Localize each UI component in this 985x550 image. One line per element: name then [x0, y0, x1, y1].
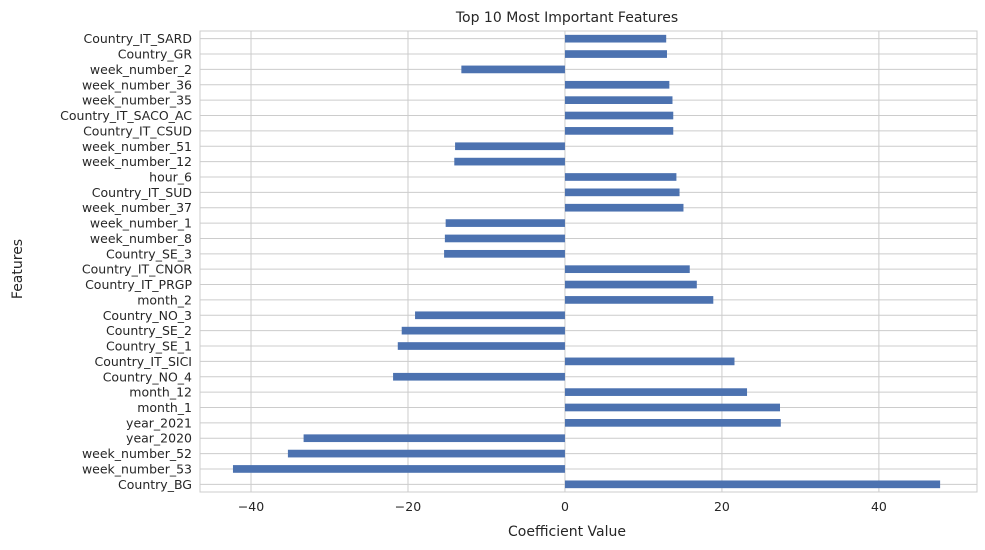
bar	[287, 449, 565, 458]
bar	[564, 388, 748, 396]
x-tick-label: −40	[238, 499, 264, 514]
y-tick-label: month_2	[137, 292, 192, 307]
y-tick-label: year_2020	[126, 431, 192, 446]
y-tick-labels: Country_BGweek_number_53week_number_52ye…	[60, 31, 192, 492]
bar	[444, 249, 565, 258]
bar	[445, 219, 565, 227]
x-tick-label: 20	[714, 499, 730, 514]
x-tick-label: 40	[871, 499, 887, 514]
bar	[564, 480, 941, 489]
y-tick-label: Country_IT_PRGP	[85, 277, 192, 292]
bar	[564, 50, 667, 58]
bar	[564, 127, 674, 135]
y-tick-label: Country_IT_SUD	[92, 185, 192, 200]
y-tick-label: week_number_36	[82, 77, 192, 92]
y-tick-label: week_number_53	[82, 461, 192, 476]
y-tick-label: week_number_12	[82, 154, 192, 169]
y-axis-title: Features	[10, 239, 26, 299]
bar	[564, 280, 697, 289]
y-tick-label: Country_BG	[118, 477, 192, 492]
y-tick-label: Country_IT_SICI	[94, 354, 192, 369]
y-tick-label: Country_IT_CNOR	[82, 262, 192, 277]
x-tick-label: 0	[561, 499, 569, 514]
y-tick-label: Country_SE_1	[106, 339, 192, 354]
y-tick-label: week_number_2	[90, 62, 192, 77]
y-tick-label: year_2021	[126, 415, 192, 430]
bar	[564, 265, 690, 274]
bar	[393, 372, 565, 381]
x-axis-title: Coefficient Value	[508, 524, 626, 540]
y-tick-label: Country_GR	[118, 47, 193, 62]
y-tick-label: Country_IT_CSUD	[83, 123, 192, 138]
y-tick-label: Country_NO_4	[103, 369, 192, 384]
y-tick-label: month_12	[129, 385, 192, 400]
bar	[401, 326, 565, 335]
bar	[564, 96, 673, 104]
bar	[454, 157, 565, 166]
y-tick-label: Country_SE_2	[106, 323, 192, 338]
y-tick-label: week_number_51	[82, 139, 192, 154]
bar	[232, 465, 565, 473]
bar	[444, 234, 565, 243]
y-tick-label: week_number_37	[82, 200, 192, 215]
y-tick-label: hour_6	[149, 169, 192, 184]
bar	[564, 173, 677, 181]
y-tick-label: week_number_1	[90, 216, 192, 231]
bar	[564, 188, 680, 197]
bar	[564, 80, 670, 89]
y-tick-label: Country_NO_3	[103, 308, 192, 323]
bar	[455, 142, 565, 151]
bar	[461, 65, 565, 74]
bar	[564, 357, 735, 366]
y-tick-label: week_number_52	[82, 446, 192, 461]
bar	[397, 342, 565, 350]
plot-frame	[199, 30, 978, 493]
x-tick-label: −20	[395, 499, 421, 514]
y-tick-label: week_number_8	[90, 231, 192, 246]
bar	[564, 34, 667, 43]
x-tick-labels: −40 −20 0 20 40	[238, 499, 887, 514]
bar	[564, 296, 714, 304]
bars	[232, 34, 941, 489]
bar	[564, 419, 781, 427]
bar	[564, 111, 674, 120]
bar	[415, 311, 565, 320]
chart-title: Top 10 Most Important Features	[455, 10, 678, 26]
bar	[564, 403, 781, 412]
y-tick-label: month_1	[137, 400, 192, 415]
y-tick-label: Country_IT_SARD	[83, 31, 192, 46]
y-tick-label: Country_IT_SACO_AC	[60, 108, 192, 123]
bar	[303, 434, 565, 443]
bar	[564, 203, 684, 212]
y-tick-label: week_number_35	[82, 93, 192, 108]
y-tick-label: Country_SE_3	[106, 246, 192, 261]
